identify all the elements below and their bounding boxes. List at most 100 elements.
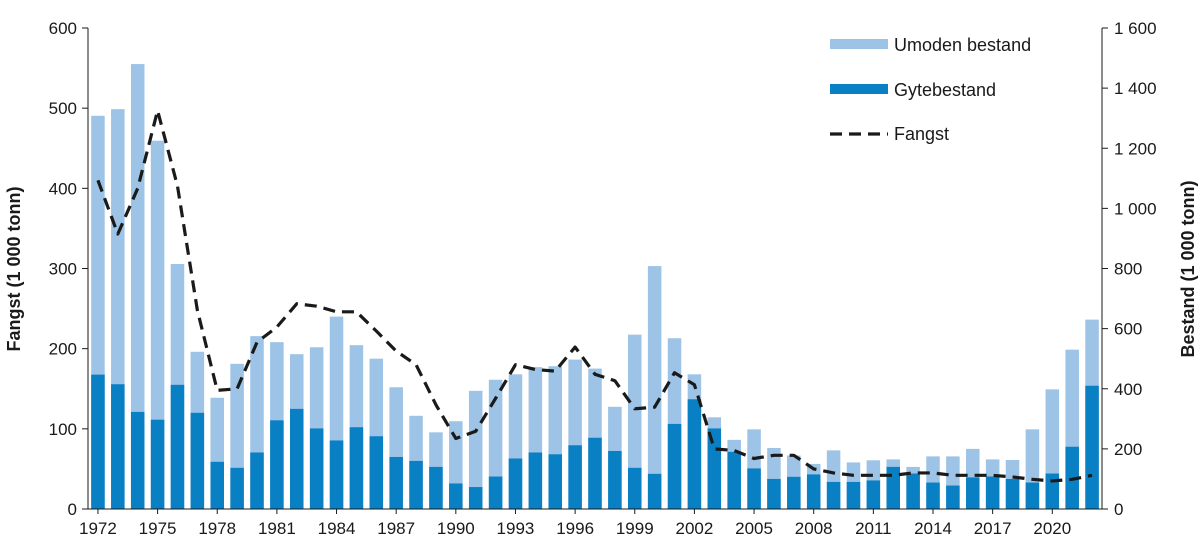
right-tick-label: 1 000 (1114, 199, 1157, 218)
bar-gyte-2017 (985, 476, 1000, 509)
bar-gyte-1999 (628, 467, 642, 509)
bar-umoden-1999 (628, 334, 642, 509)
bar-gyte-1984 (329, 440, 344, 509)
legend-umoden-label: Umoden bestand (894, 35, 1031, 55)
x-tick-label: 2005 (735, 519, 773, 538)
bar-gyte-1988 (409, 460, 423, 509)
bar-gyte-1972 (91, 374, 105, 509)
bar-gyte-1973 (111, 384, 125, 509)
bar-gyte-2004 (727, 451, 741, 509)
right-axis-title: Bestand (1 000 tonn) (1178, 180, 1198, 357)
right-tick-label: 600 (1114, 320, 1142, 339)
bar-layer (91, 64, 1099, 510)
bar-gyte-2010 (846, 481, 861, 509)
x-tick-label: 2014 (914, 519, 952, 538)
bar-gyte-1991 (468, 487, 483, 509)
right-tick-label: 1 600 (1114, 19, 1157, 38)
x-tick-label: 2017 (974, 519, 1012, 538)
right-axis-ticks: 0 200 400 600 800 1 000 1 200 1 400 1 600 (1102, 19, 1157, 519)
x-tick-label: 2002 (675, 519, 713, 538)
left-tick-label: 200 (49, 340, 77, 359)
x-tick-label: 1999 (616, 519, 654, 538)
bar-gyte-1997 (588, 437, 602, 509)
bar-gyte-1994 (528, 452, 543, 509)
bar-gyte-2019 (1025, 482, 1040, 509)
left-axis-title: Fangst (1 000 tonn) (4, 186, 24, 351)
legend-umoden-swatch (830, 39, 888, 49)
left-tick-label: 300 (49, 260, 77, 279)
bar-gyte-1978 (210, 461, 224, 509)
bar-gyte-2006 (767, 478, 781, 509)
x-tick-label: 1993 (497, 519, 535, 538)
bar-gyte-1990 (449, 483, 463, 509)
bar-gyte-2009 (826, 481, 841, 509)
bar-gyte-2014 (926, 482, 940, 509)
bar-gyte-1987 (389, 456, 403, 509)
left-tick-label: 100 (49, 420, 77, 439)
bar-umoden-1975 (150, 140, 165, 510)
bar-gyte-1979 (230, 467, 244, 509)
bar-gyte-1995 (548, 454, 562, 509)
x-tick-label: 2020 (1033, 519, 1071, 538)
bar-gyte-1996 (568, 445, 582, 509)
right-tick-label: 800 (1114, 260, 1142, 279)
bar-umoden-1991 (468, 390, 483, 509)
left-axis-ticks: 0 100 200 300 400 500 600 (49, 19, 88, 519)
bar-gyte-2022 (1085, 385, 1099, 509)
x-tick-label: 1990 (437, 519, 475, 538)
bar-gyte-1981 (270, 420, 284, 509)
bar-gyte-1993 (508, 458, 523, 509)
bar-gyte-1989 (429, 466, 443, 509)
legend-fangst-label: Fangst (894, 124, 949, 144)
x-tick-label: 1984 (318, 519, 356, 538)
bar-gyte-1977 (190, 412, 205, 509)
bar-gyte-2015 (946, 485, 960, 509)
bar-gyte-1974 (130, 411, 145, 509)
bar-gyte-2008 (806, 474, 821, 509)
bar-gyte-2020 (1045, 473, 1060, 509)
bar-gyte-1985 (349, 427, 364, 509)
x-tick-label: 1981 (258, 519, 296, 538)
bar-gyte-2007 (787, 476, 801, 509)
bar-gyte-2012 (886, 466, 900, 509)
left-tick-label: 600 (49, 19, 77, 38)
bar-gyte-2000 (647, 473, 662, 509)
x-tick-label: 1996 (556, 519, 594, 538)
bar-gyte-2002 (687, 399, 702, 509)
right-tick-label: 0 (1114, 500, 1123, 519)
bar-gyte-1998 (608, 450, 622, 509)
bar-gyte-1983 (309, 428, 324, 509)
bar-umoden-2000 (647, 266, 662, 509)
right-tick-label: 1 200 (1114, 139, 1157, 158)
legend-gyte-swatch (830, 84, 888, 94)
bar-gyte-2016 (966, 477, 980, 509)
bar-gyte-1992 (488, 476, 503, 509)
x-tick-label: 1987 (377, 519, 415, 538)
x-tick-label: 1978 (198, 519, 236, 538)
legend: Umoden bestand Gytebestand Fangst (830, 35, 1031, 144)
x-tick-label: 2011 (855, 519, 892, 538)
bar-gyte-2011 (866, 480, 881, 509)
x-tick-label: 1972 (79, 519, 117, 538)
left-tick-label: 500 (49, 99, 77, 118)
right-tick-label: 400 (1114, 380, 1142, 399)
bar-gyte-1982 (290, 408, 304, 509)
bar-gyte-1986 (369, 436, 384, 509)
bar-gyte-1976 (170, 384, 185, 509)
legend-gyte-label: Gytebestand (894, 80, 996, 100)
right-tick-label: 1 400 (1114, 79, 1157, 98)
bar-gyte-2001 (667, 423, 682, 509)
bar-gyte-2013 (906, 473, 920, 509)
left-tick-label: 400 (49, 179, 77, 198)
right-tick-label: 200 (1114, 440, 1142, 459)
bar-gyte-1975 (150, 419, 165, 509)
x-tick-label: 1975 (139, 519, 177, 538)
left-tick-label: 0 (68, 500, 77, 519)
bar-gyte-2018 (1005, 478, 1020, 509)
fangst-line (96, 108, 1093, 483)
bar-gyte-2003 (707, 428, 722, 509)
bar-gyte-2005 (747, 468, 761, 509)
x-axis-ticks: 1972 1975 1978 1981 1984 1987 1990 1993 1996 1999… (79, 509, 1071, 538)
bar-gyte-1980 (250, 452, 264, 509)
